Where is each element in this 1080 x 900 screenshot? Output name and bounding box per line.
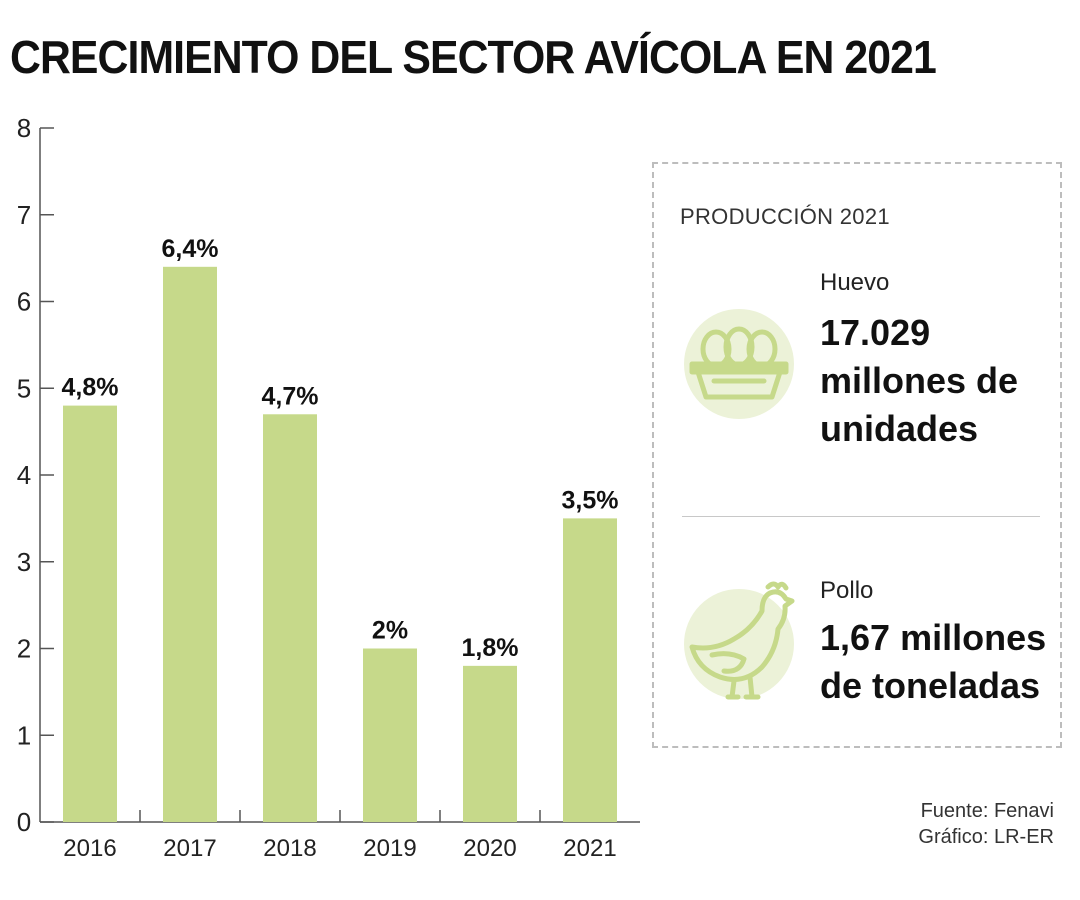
y-tick-label: 3 (17, 547, 31, 577)
y-tick-label: 1 (17, 720, 31, 750)
panel-title: PRODUCCIÓN 2021 (680, 204, 890, 229)
bar-2020 (463, 665, 517, 822)
bar-2021 (563, 518, 617, 822)
source-note: Fuente: Fenavi Gráfico: LR-ER (918, 798, 1054, 850)
y-tick-label: 4 (17, 460, 31, 490)
bar-value-label: 4,8% (62, 374, 119, 402)
bar-2016 (63, 405, 117, 822)
page-title: CRECIMIENTO DEL SECTOR AVÍCOLA EN 2021 (10, 31, 937, 83)
y-tick-label: 6 (17, 287, 31, 317)
bar-2017 (163, 266, 217, 822)
source-text: Fuente: Fenavi (920, 800, 1054, 822)
x-tick-label: 2019 (363, 835, 416, 862)
egg-value: 17.029 millones de unidades (820, 312, 1019, 449)
bar-value-label: 1,8% (462, 634, 519, 662)
x-tick-label: 2021 (563, 835, 616, 862)
bar-chart: 0 1 2 3 4 5 6 7 8 4,8% 2016 6,4% 2017 4,7% 2018 2% 2019 1… (17, 113, 640, 862)
hen-label: Pollo (820, 577, 874, 604)
credit-text: Gráfico: LR-ER (918, 826, 1054, 848)
x-tick-label: 2020 (463, 835, 516, 862)
x-tick-label: 2016 (63, 835, 116, 862)
hen-icon (684, 581, 795, 700)
bar-2018 (263, 414, 317, 822)
bar-2019 (363, 648, 417, 822)
egg-carton-icon (684, 309, 794, 419)
bar-value-label: 2% (372, 617, 408, 645)
divider (682, 516, 1040, 517)
y-tick-label: 7 (17, 200, 31, 230)
hen-value: 1,67 millones de toneladas (820, 617, 1047, 706)
bar-value-label: 4,7% (262, 382, 319, 410)
egg-label: Huevo (820, 269, 890, 296)
y-tick-label: 5 (17, 373, 31, 403)
y-tick-label: 0 (17, 807, 31, 837)
y-tick-label: 8 (17, 113, 31, 143)
production-panel: PRODUCCIÓN 2021 Huevo 17.029 millones de… (652, 162, 1062, 748)
bar-value-label: 3,5% (562, 486, 619, 514)
x-tick-label: 2018 (263, 835, 316, 862)
bar-value-label: 6,4% (162, 235, 219, 263)
x-tick-label: 2017 (163, 835, 216, 862)
y-tick-label: 2 (17, 634, 31, 664)
